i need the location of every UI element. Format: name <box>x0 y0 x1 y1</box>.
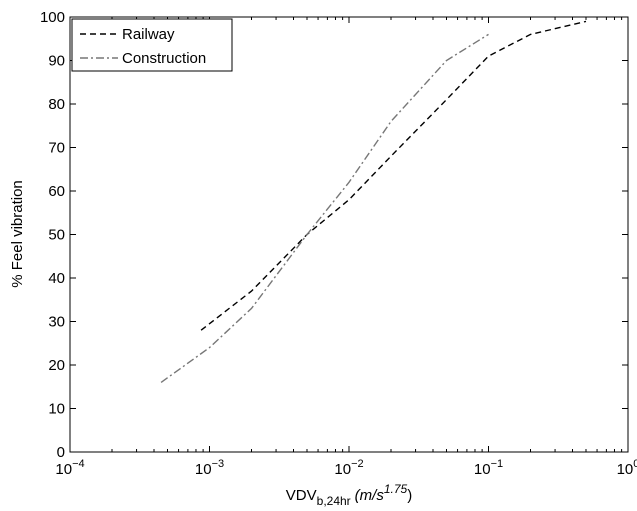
y-tick-label: 50 <box>48 227 65 244</box>
x-tick-exponent: −2 <box>351 458 364 470</box>
y-tick-label: 60 <box>48 183 65 200</box>
x-axis-label: VDVb,24hr (m/s1.75) <box>286 482 412 508</box>
x-label-close: ) <box>407 487 412 504</box>
y-tick-label: 70 <box>48 140 65 157</box>
legend-label: Railway <box>122 26 175 43</box>
x-tick-exponent: −4 <box>72 458 85 470</box>
x-tick-exponent: −3 <box>212 458 225 470</box>
y-tick-label: 0 <box>57 444 65 461</box>
x-label-unit: (m/s <box>355 487 385 504</box>
x-tick-exponent: −1 <box>491 458 504 470</box>
x-tick-base: 10 <box>617 461 634 478</box>
x-tick-label: 10−1 <box>474 458 503 478</box>
y-tick-label: 90 <box>48 53 65 70</box>
x-label-sub: b,24hr <box>317 494 351 508</box>
x-tick-label: 10−3 <box>195 458 224 478</box>
x-label-main: VDV <box>286 487 317 504</box>
plot-frame <box>69 16 629 453</box>
x-tick-exponent: 0 <box>633 458 637 470</box>
y-tick-label: 30 <box>48 314 65 331</box>
legend-label: Construction <box>122 50 206 67</box>
y-tick-label: 100 <box>40 9 65 26</box>
x-tick-label: 100 <box>617 458 637 478</box>
x-tick-base: 10 <box>474 461 491 478</box>
x-tick-base: 10 <box>195 461 212 478</box>
x-tick-base: 10 <box>334 461 351 478</box>
y-tick-label: 80 <box>48 96 65 113</box>
x-label-unit-sup: 1.75 <box>384 482 408 496</box>
y-axis-label: % Feel vibration <box>9 180 26 288</box>
y-tick-label: 20 <box>48 357 65 374</box>
series-line <box>160 33 489 383</box>
y-tick-label: 10 <box>48 401 65 418</box>
y-tick-label: 40 <box>48 270 65 287</box>
x-tick-label: 10−2 <box>334 458 363 478</box>
series-line <box>200 20 587 331</box>
x-tick-label: 10−4 <box>55 458 84 478</box>
x-tick-base: 10 <box>55 461 72 478</box>
legend-box <box>71 18 233 72</box>
